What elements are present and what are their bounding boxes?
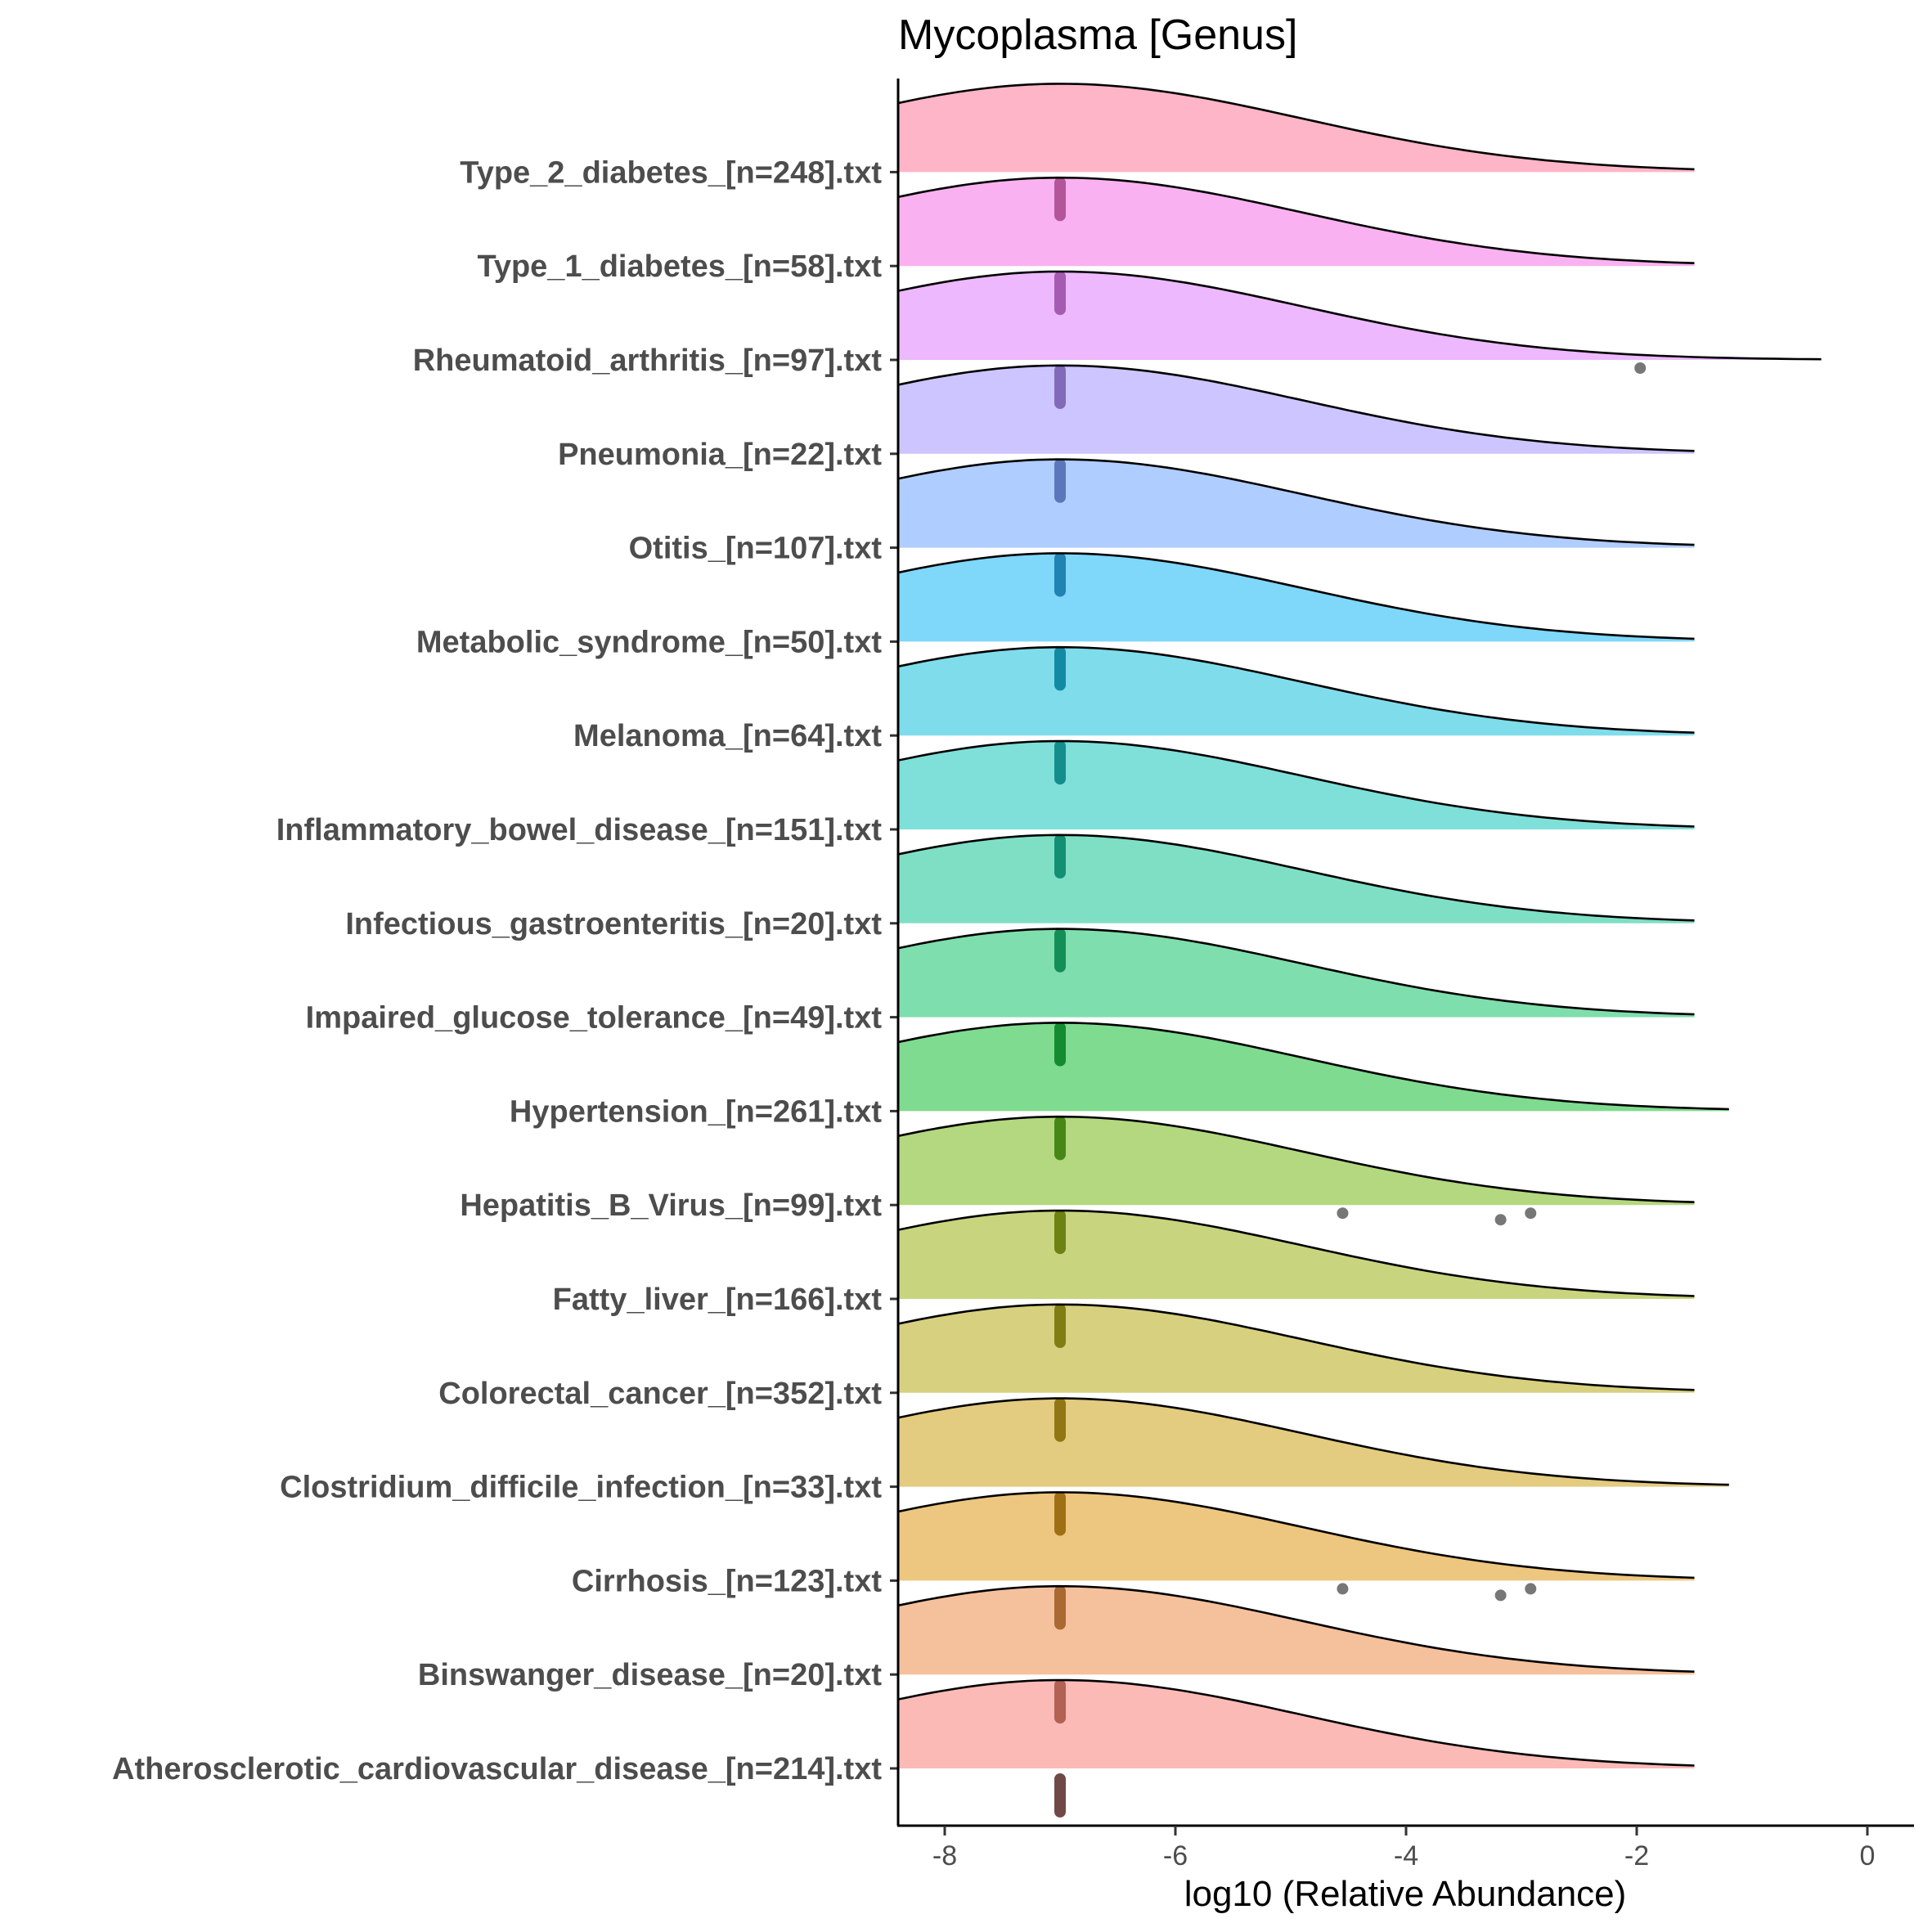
ridge-area-16	[898, 177, 1695, 267]
ridge-area-14	[898, 365, 1695, 454]
x-tick-label-3: -2	[1624, 1840, 1649, 1871]
ridge-area-10	[898, 741, 1695, 829]
category-label-13: Otitis_[n=107].txt	[629, 532, 883, 566]
category-label-6: Hepatitis_B_Virus_[n=99].txt	[460, 1188, 882, 1223]
ridge-line-9	[898, 833, 1695, 922]
ridge-line-5	[898, 1209, 1695, 1297]
ridge-area-5	[898, 1211, 1695, 1299]
category-label-11: Melanoma_[n=64].txt	[573, 719, 882, 753]
category-label-7: Hypertension_[n=261].txt	[510, 1094, 882, 1129]
ridge-0	[898, 1678, 1695, 1817]
ridge-area-12	[898, 553, 1695, 642]
ridge-line-16	[898, 176, 1695, 264]
ridge-line-1	[898, 1584, 1695, 1673]
ridge-area-13	[898, 459, 1695, 548]
outlier-point-15-0	[1634, 362, 1647, 374]
ridge-line-14	[898, 364, 1695, 452]
outlier-point-2-0	[1337, 1583, 1349, 1595]
x-tick-label-4: 0	[1860, 1840, 1876, 1871]
outlier-point-2-1	[1494, 1589, 1507, 1602]
category-label-5: Fatty_liver_[n=166].txt	[553, 1283, 883, 1317]
category-label-3: Clostridium_difficile_infection_[n=33].t…	[280, 1471, 882, 1505]
ridge-line-2	[898, 1491, 1695, 1579]
ridge-area-9	[898, 834, 1695, 923]
ridge-area-17	[898, 83, 1695, 173]
ridge-line-3	[898, 1397, 1729, 1486]
ridges	[898, 83, 1822, 1817]
ridge-area-11	[898, 647, 1695, 736]
category-label-16: Type_1_diabetes_[n=58].txt	[477, 249, 882, 284]
category-label-8: Impaired_glucose_tolerance_[n=49].txt	[306, 1001, 883, 1036]
category-labels: Type_2_diabetes_[n=248].txt Type_1_diabet…	[112, 155, 898, 1786]
x-tick-label-2: -4	[1394, 1840, 1418, 1871]
x-axis-ticks: -8 -6 -4 -2 0	[932, 1826, 1876, 1871]
category-label-14: Pneumonia_[n=22].txt	[558, 438, 882, 472]
ridge-line-8	[898, 928, 1695, 1016]
category-label-9: Infectious_gastroenteritis_[n=20].txt	[345, 907, 882, 941]
outlier-point-6-1	[1494, 1214, 1507, 1226]
ridge-line-4	[898, 1303, 1695, 1391]
ridge-area-4	[898, 1304, 1695, 1393]
category-label-2: Cirrhosis_[n=123].txt	[572, 1564, 882, 1598]
ridge-area-3	[898, 1398, 1729, 1487]
category-label-12: Metabolic_syndrome_[n=50].txt	[416, 625, 882, 659]
outlier-point-6-2	[1525, 1207, 1537, 1220]
ridge-line-6	[898, 1115, 1695, 1203]
category-label-0: Atherosclerotic_cardiovascular_disease_[…	[112, 1752, 882, 1786]
ridge-line-10	[898, 739, 1695, 828]
ridge-line-7	[898, 1022, 1729, 1111]
ridge-line-13	[898, 458, 1695, 546]
x-axis-title: log10 (Relative Abundance)	[1184, 1874, 1627, 1914]
ridge-area-2	[898, 1492, 1695, 1581]
outlier-point-6-0	[1337, 1207, 1349, 1220]
ridge-line-17	[898, 83, 1695, 171]
ridge-area-7	[898, 1022, 1729, 1112]
category-label-4: Colorectal_cancer_[n=352].txt	[438, 1377, 882, 1411]
ridge-area-8	[898, 928, 1695, 1018]
ridge-line-12	[898, 552, 1695, 640]
ridge-line-11	[898, 645, 1695, 734]
category-label-10: Inflammatory_bowel_disease_[n=151].txt	[276, 813, 883, 847]
category-label-1: Binswanger_disease_[n=20].txt	[418, 1658, 882, 1692]
category-label-17: Type_2_diabetes_[n=248].txt	[460, 155, 882, 190]
category-label-15: Rheumatoid_arthritis_[n=97].txt	[413, 344, 883, 378]
outlier-point-2-2	[1525, 1583, 1537, 1595]
ridge-area-6	[898, 1117, 1695, 1206]
chart-title: Mycoplasma [Genus]	[898, 11, 1297, 59]
ridge-area-15	[898, 272, 1822, 360]
ridge-line-0	[898, 1678, 1695, 1767]
ridge-line-15	[898, 270, 1822, 361]
x-tick-label-0: -8	[932, 1840, 957, 1871]
ridge-area-1	[898, 1586, 1695, 1675]
x-tick-label-1: -6	[1163, 1840, 1188, 1871]
ridge-area-0	[898, 1680, 1695, 1768]
median-points-0	[1054, 1773, 1066, 1817]
